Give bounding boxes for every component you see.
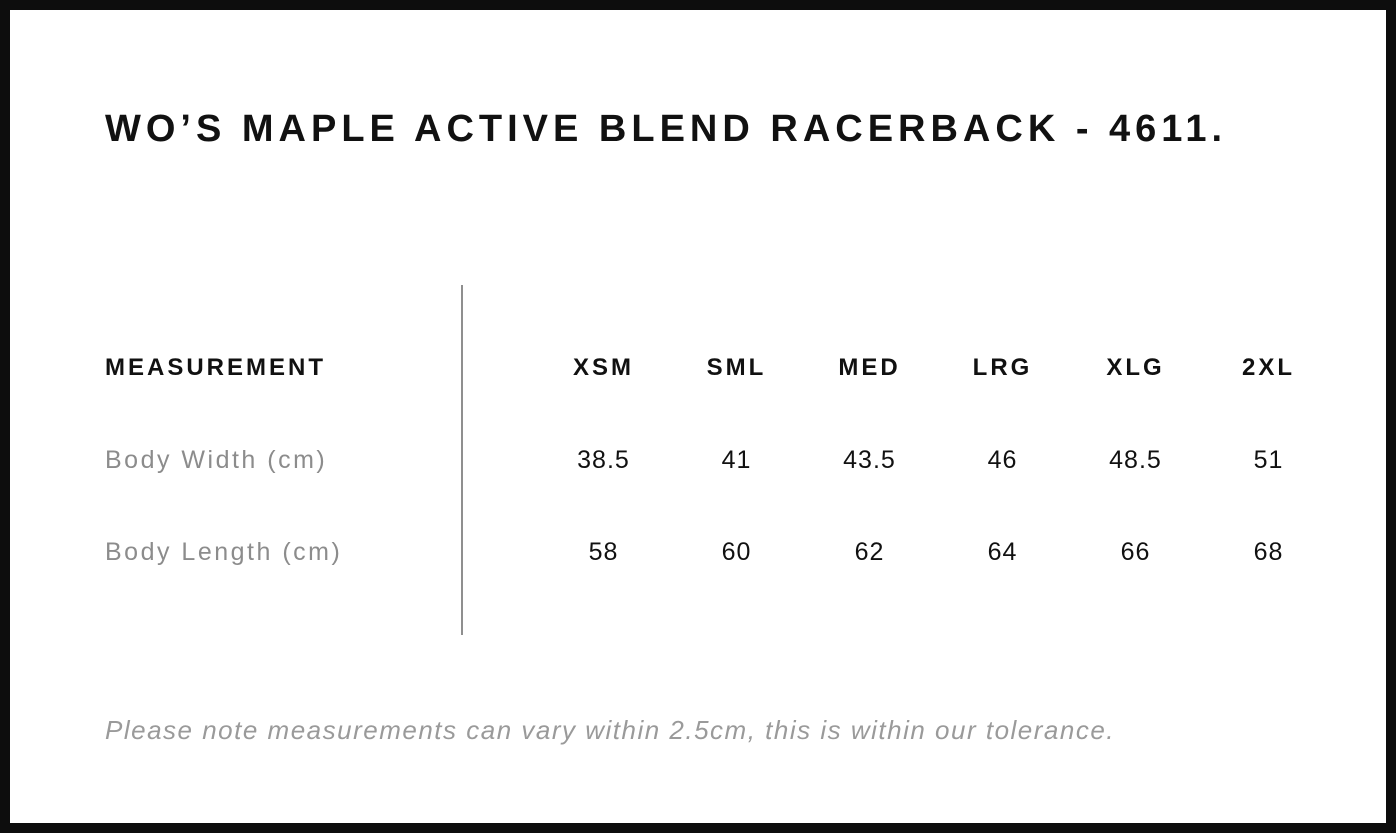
product-title: WO’S MAPLE ACTIVE BLEND RACERBACK - 4611… [105, 108, 1228, 150]
row-label-body-width: Body Width (cm) [105, 445, 328, 474]
size-table: MEASUREMENT XSM SML MED LRG XLG 2XL Body… [105, 285, 1325, 635]
column-header-size-xsm: XSM [572, 354, 634, 381]
column-header-size-2xl: 2XL [1241, 354, 1295, 381]
column-header-size-lrg: LRG [972, 354, 1033, 381]
tolerance-note: Please note measurements can vary within… [105, 715, 1116, 745]
column-header-measurement: MEASUREMENT [105, 354, 327, 381]
body-width-values: 38.5 41 43.5 46 48.5 51 [461, 446, 1335, 475]
size-value: 68 [1253, 537, 1284, 566]
size-value: 51 [1253, 445, 1284, 474]
size-value: 38.5 [577, 445, 630, 474]
table-divider [461, 285, 463, 635]
size-value: 66 [1120, 537, 1151, 566]
column-header-size-sml: SML [706, 354, 767, 381]
size-value: 60 [721, 537, 752, 566]
body-length-values: 58 60 62 64 66 68 [461, 538, 1335, 567]
size-value: 43.5 [843, 445, 896, 474]
size-value: 41 [721, 445, 752, 474]
table-row-body-length: Body Length (cm) 58 60 62 64 66 68 [105, 537, 1325, 566]
column-header-size-xlg: XLG [1106, 354, 1165, 381]
table-header-row: MEASUREMENT XSM SML MED LRG XLG 2XL [105, 354, 1325, 381]
column-header-size-med: MED [838, 354, 901, 381]
size-value: 48.5 [1109, 445, 1162, 474]
size-value: 46 [987, 445, 1018, 474]
size-value: 62 [854, 537, 885, 566]
size-value: 58 [588, 537, 619, 566]
table-row-body-width: Body Width (cm) 38.5 41 43.5 46 48.5 51 [105, 445, 1325, 474]
size-header-cells: XSM SML MED LRG XLG 2XL [461, 354, 1335, 382]
row-label-body-length: Body Length (cm) [105, 537, 343, 566]
size-value: 64 [987, 537, 1018, 566]
